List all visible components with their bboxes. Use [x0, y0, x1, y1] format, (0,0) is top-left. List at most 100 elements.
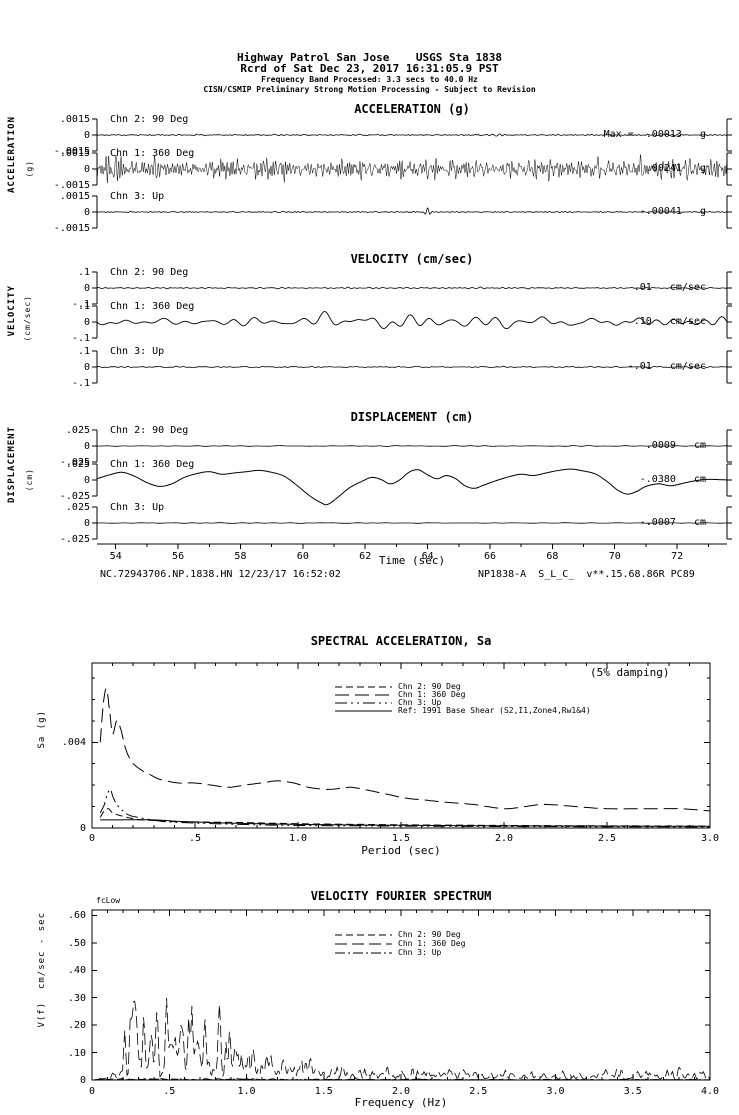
max-annotation: -.01 cm/sec	[627, 361, 706, 372]
channel-label: Chn 1: 360 Deg	[110, 301, 195, 312]
y-tick-label: .30	[67, 992, 86, 1004]
fclow-note: fcLow	[96, 896, 121, 905]
channel-label: Chn 3: Up	[110, 346, 165, 357]
y-tick-label: -.025	[59, 457, 90, 468]
max-annotation: .10 cm/sec	[633, 316, 706, 327]
y-tick-label: .1	[77, 346, 90, 357]
x-tick-label: 62	[359, 551, 372, 562]
y-tick-label: -.0015	[53, 223, 90, 234]
frequency-axis-label: Frequency (Hz)	[354, 1096, 448, 1109]
y-tick-label: .0015	[59, 191, 90, 202]
x-tick-label: 54	[109, 551, 122, 562]
acceleration-panel-title: ACCELERATION (g)	[354, 102, 470, 116]
y-tick-label: 0	[83, 362, 90, 373]
y-tick-label: .60	[67, 910, 86, 922]
record-datetime: Rcrd of Sat Dec 23, 2017 16:31:05.9 PST	[240, 62, 499, 75]
spectral-curve-3	[99, 788, 710, 828]
acceleration-axis-label: ACCELERATION	[7, 116, 17, 194]
y-tick-label: 0	[79, 1075, 86, 1086]
y-tick-label: .1	[77, 301, 90, 312]
x-tick-label: 3.5	[623, 1086, 642, 1097]
y-tick-label: 0	[83, 164, 90, 175]
x-tick-label: 2.0	[494, 833, 514, 844]
x-tick-label: .5	[163, 1086, 176, 1097]
channel-label: Chn 3: Up	[110, 191, 165, 202]
x-tick-label: 4.0	[700, 1086, 720, 1097]
y-tick-label: -.1	[71, 378, 90, 389]
channel-label: Chn 1: 360 Deg	[110, 459, 195, 470]
displacement-axis-label: DISPLACEMENT	[7, 426, 17, 504]
y-tick-label: 0	[83, 283, 90, 294]
y-tick-label: .0015	[59, 148, 90, 159]
x-tick-label: 70	[608, 551, 621, 562]
damping-note: (5% damping)	[590, 666, 670, 679]
x-tick-label: 2.5	[469, 1086, 488, 1097]
x-tick-label: 2.5	[597, 833, 617, 844]
y-tick-label: .1	[77, 267, 90, 278]
x-tick-label: 72	[671, 551, 684, 562]
max-annotation: .0009 cm	[645, 440, 706, 451]
spectral-acceleration-title: SPECTRAL ACCELERATION, Sa	[310, 634, 492, 648]
max-annotation: -.00041 g	[639, 206, 706, 217]
fourier-spectrum-title: VELOCITY FOURIER SPECTRUM	[310, 889, 492, 903]
x-tick-label: 3.0	[546, 1086, 565, 1097]
record-id-footer: NC.72943706.NP.1838.HN 12/23/17 16:52:02	[100, 569, 341, 580]
y-tick-label: 0	[79, 823, 86, 834]
frequency-band-note: Frequency Band Processed: 3.3 secs to 40…	[261, 75, 478, 84]
x-tick-label: 66	[483, 551, 496, 562]
spectral-curve-1	[99, 808, 710, 827]
y-tick-label: .004	[61, 737, 86, 749]
legend-label: Chn 3: Up	[398, 948, 442, 957]
y-tick-label: .025	[65, 425, 90, 436]
x-tick-label: .5	[188, 833, 202, 844]
y-tick-label: -.0015	[53, 180, 90, 191]
y-tick-label: .025	[65, 459, 90, 470]
y-tick-label: -.1	[71, 333, 90, 344]
y-tick-label: -.1	[71, 299, 90, 310]
processing-version-footer: NP1838-A S_L_C_ v**.15.68.86R PC89	[478, 569, 695, 580]
y-tick-label: -.0015	[53, 146, 90, 157]
x-tick-label: 60	[296, 551, 309, 562]
x-tick-label: 0	[88, 1086, 96, 1097]
channel-label: Chn 1: 360 Deg	[110, 148, 195, 159]
y-tick-label: -.025	[59, 534, 90, 545]
max-annotation: .01 cm/sec	[633, 282, 706, 293]
x-tick-label: 0	[88, 833, 96, 844]
y-tick-label: 0	[83, 518, 90, 529]
period-axis-label: Period (sec)	[361, 844, 441, 857]
max-annotation: -.0007 cm	[639, 517, 706, 528]
max-annotation: -.0380 cm	[639, 474, 706, 485]
channel-label: Chn 3: Up	[110, 502, 165, 513]
y-tick-label: -.025	[59, 491, 90, 502]
velocity-axis-label: VELOCITY	[7, 285, 17, 337]
x-tick-label: 58	[234, 551, 247, 562]
x-tick-label: 1.5	[391, 833, 411, 844]
y-tick-label: 0	[83, 475, 90, 486]
y-tick-label: .025	[65, 502, 90, 513]
y-tick-label: 0	[83, 207, 90, 218]
fourier-curve-2	[95, 997, 711, 1081]
x-tick-label: 1.5	[314, 1086, 333, 1097]
y-tick-label: 0	[83, 441, 90, 452]
y-tick-label: 0	[83, 317, 90, 328]
x-tick-label: 64	[421, 551, 434, 562]
y-tick-label: .10	[67, 1047, 86, 1059]
x-tick-label: 3.0	[700, 833, 720, 844]
channel-label: Chn 2: 90 Deg	[110, 425, 189, 436]
max-annotation: .00241 g	[645, 163, 706, 174]
processing-disclaimer: CISN/CSMIP Preliminary Strong Motion Pro…	[203, 85, 536, 94]
fourier-curve-1	[95, 1077, 711, 1081]
y-tick-label: .40	[67, 965, 86, 977]
legend-label: Ref: 1991 Base Shear (S2,I1,Zone4,Rw1&4)	[398, 706, 591, 715]
channel-label: Chn 2: 90 Deg	[110, 114, 189, 125]
y-tick-label: .50	[67, 937, 86, 949]
x-tick-label: 1.0	[288, 833, 308, 844]
x-tick-label: 56	[172, 551, 185, 562]
fourier-curve-3	[95, 1078, 711, 1081]
velocity-panel-title: VELOCITY (cm/sec)	[350, 252, 474, 266]
max-annotation: Max = .00013 g	[603, 129, 706, 140]
y-tick-label: .20	[67, 1020, 86, 1032]
x-tick-label: 1.0	[237, 1086, 256, 1097]
spectral-curve-4	[100, 819, 710, 827]
